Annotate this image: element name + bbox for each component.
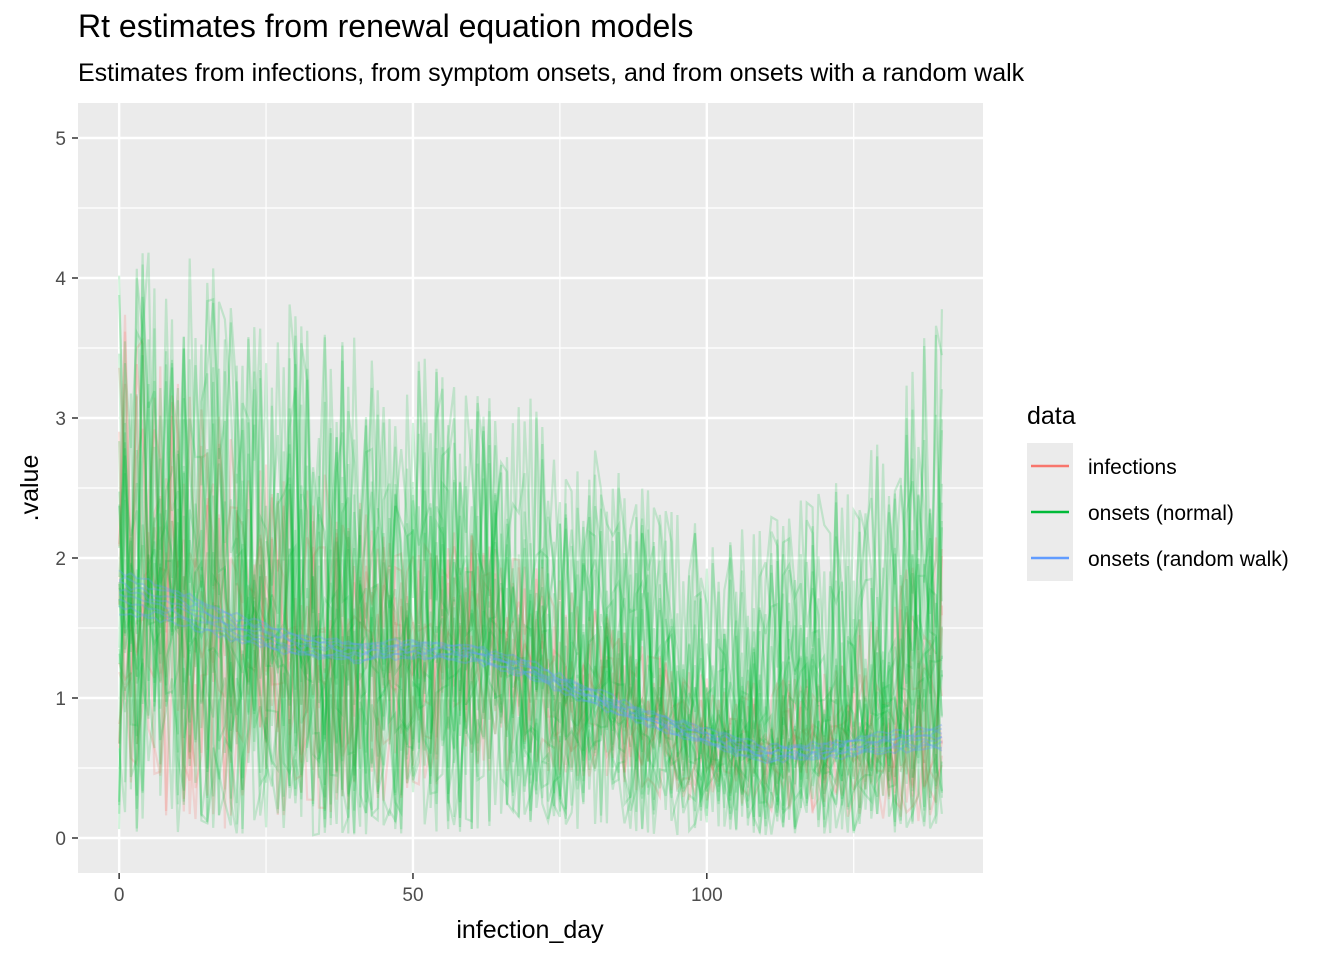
series-infections	[118, 314, 943, 829]
series-onsets-random-walk-	[118, 569, 943, 764]
series-draw-line	[118, 364, 943, 834]
series-draw-line	[118, 275, 943, 834]
series-draw-line	[118, 336, 943, 834]
legend-label: onsets (random walk)	[1088, 548, 1289, 571]
series-draw-line	[118, 268, 943, 836]
series-draw-line	[118, 345, 943, 834]
series-draw-line	[118, 316, 943, 834]
y-tick-label: 3	[55, 409, 66, 430]
series-draw-line	[118, 268, 943, 830]
legend-label: infections	[1088, 456, 1177, 479]
series-draw-line	[118, 326, 943, 836]
series-draw-line	[118, 429, 943, 819]
series-draw-line	[118, 308, 943, 835]
series-draw-line	[118, 368, 943, 830]
series-draw-line	[118, 314, 943, 816]
series-draw-line	[118, 302, 943, 834]
y-tick-label: 2	[55, 549, 66, 570]
y-axis-title: .value	[16, 455, 44, 522]
legend: infections onsets (normal) onsets (random …	[1027, 443, 1289, 581]
series-draw-line	[118, 605, 942, 763]
y-axis: 0 1 2 3 4 5	[55, 129, 78, 850]
series-draw-line	[118, 593, 943, 758]
x-axis-title: infection_day	[456, 916, 604, 944]
series-draw-line	[118, 569, 943, 750]
series-draw-line	[118, 598, 943, 761]
series-onsets-normal-	[118, 252, 943, 837]
series-draw-line	[118, 282, 943, 835]
series-draw-line	[118, 296, 943, 827]
series-draw-line	[118, 337, 943, 818]
series-layer	[118, 252, 943, 837]
y-tick-label: 1	[55, 689, 66, 710]
grid-minor	[78, 103, 983, 873]
series-draw-line	[118, 339, 943, 833]
series-draw-line	[118, 576, 943, 751]
series-draw-line	[118, 367, 943, 822]
series-draw-line	[118, 364, 943, 816]
x-axis: 0 50 100	[114, 873, 723, 906]
series-draw-line	[118, 360, 943, 834]
series-draw-line	[118, 395, 943, 814]
series-draw-line	[118, 431, 943, 816]
y-tick-label: 0	[55, 829, 66, 850]
series-draw-line	[118, 390, 943, 836]
x-tick-label: 0	[114, 885, 125, 906]
legend-title: data	[1027, 402, 1076, 430]
series-draw-line	[118, 258, 943, 837]
series-draw-line	[118, 288, 943, 833]
series-draw-line	[118, 294, 943, 835]
x-tick-label: 100	[691, 885, 723, 906]
series-draw-line	[118, 580, 943, 755]
series-draw-line	[118, 416, 943, 820]
chart-subtitle: Estimates from infections, from symptom …	[78, 59, 1025, 87]
series-draw-line	[118, 336, 943, 830]
series-draw-line	[118, 331, 943, 829]
y-tick-label: 4	[55, 269, 66, 290]
series-draw-line	[118, 252, 943, 834]
series-draw-line	[118, 322, 943, 828]
series-draw-line	[118, 383, 943, 817]
x-tick-label: 50	[402, 885, 423, 906]
series-draw-line	[119, 612, 943, 764]
y-tick-label: 5	[55, 129, 66, 150]
chart-title: Rt estimates from renewal equation model…	[78, 8, 694, 44]
grid-major	[78, 103, 983, 873]
legend-label: onsets (normal)	[1088, 502, 1234, 525]
series-draw-line	[118, 588, 943, 755]
series-draw-line	[118, 297, 943, 830]
series-draw-line	[118, 253, 943, 834]
